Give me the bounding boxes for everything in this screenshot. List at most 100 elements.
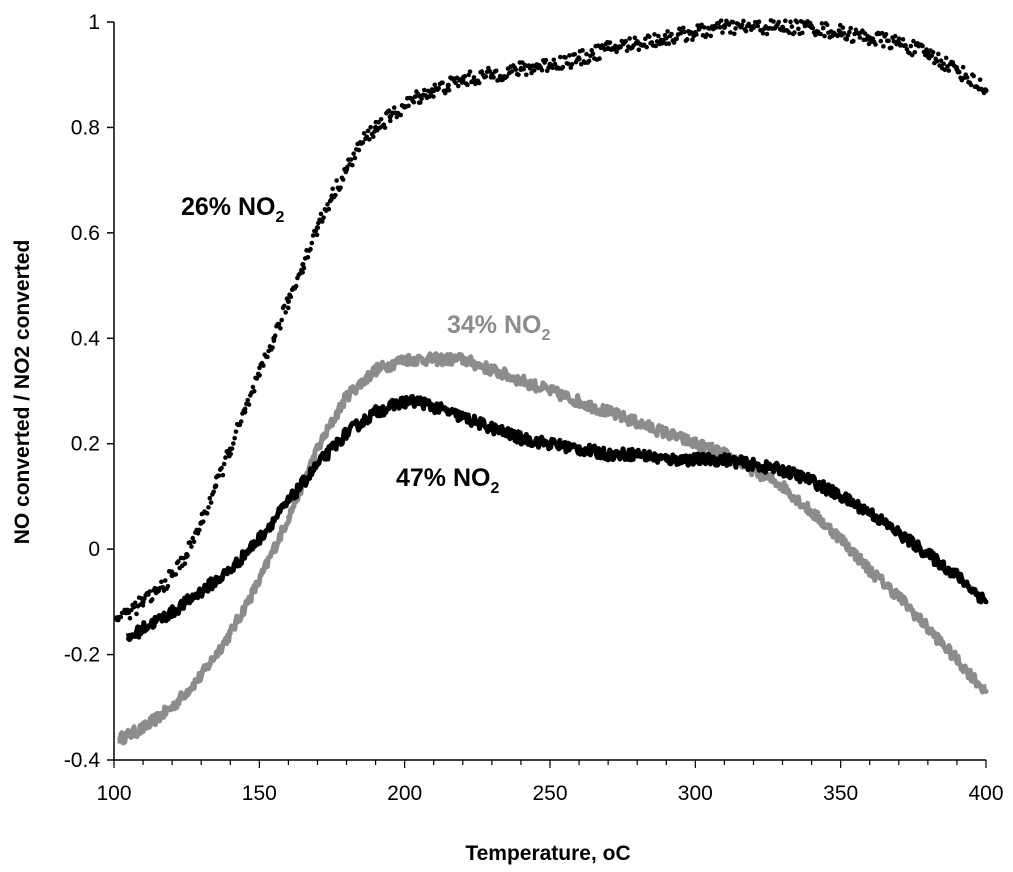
data-dot (813, 32, 818, 38)
data-point (198, 588, 204, 594)
data-point (285, 499, 291, 505)
data-point (634, 451, 640, 457)
plot-area: -0.4 -0.2 0 0.2 0.4 0.6 0.8 1 100 150 200 250 300 35… (64, 11, 1004, 805)
data-point (300, 261, 306, 268)
data-dot (690, 37, 695, 43)
data-dot (159, 579, 164, 585)
data-dot (956, 69, 962, 75)
data-dot (799, 30, 805, 36)
data-point (838, 493, 844, 499)
data-dot (684, 37, 690, 42)
data-dot (694, 32, 699, 37)
data-dot (728, 30, 733, 35)
data-dot (326, 206, 332, 212)
data-point (344, 393, 350, 399)
data-dot (220, 472, 226, 478)
data-dot (491, 75, 496, 80)
data-dot (204, 511, 210, 516)
data-dot (365, 128, 371, 134)
data-point (809, 478, 815, 484)
data-dot (934, 58, 940, 64)
data-dot (597, 56, 602, 61)
data-point (445, 82, 451, 88)
data-dot (912, 49, 918, 55)
series-label-34: 34% NO2 (447, 311, 550, 344)
data-dot (789, 24, 795, 29)
data-dot (431, 94, 436, 99)
data-point (576, 446, 582, 452)
data-dot (250, 384, 256, 390)
x-tick-label: 350 (823, 782, 858, 805)
data-dot (255, 371, 261, 377)
data-dot (378, 116, 384, 122)
data-dot (851, 38, 856, 44)
data-dot (330, 186, 336, 192)
series-2 (126, 393, 989, 643)
data-dot (200, 519, 206, 524)
data-point (896, 594, 902, 600)
data-dot (131, 604, 137, 610)
data-dot (428, 90, 434, 96)
data-dot (824, 22, 830, 28)
data-dot (149, 597, 155, 602)
data-point (780, 483, 786, 489)
data-dot (636, 47, 642, 53)
data-point (547, 441, 553, 447)
data-dot (453, 80, 458, 86)
data-dot (509, 69, 515, 74)
data-dot (340, 177, 346, 182)
data-dot (624, 48, 630, 54)
data-dot (771, 19, 776, 24)
data-point (518, 377, 524, 383)
data-dot (190, 535, 196, 541)
x-axis-ticks: 100 150 200 250 300 350 400 (96, 760, 1004, 805)
data-dot (550, 65, 555, 71)
data-dot (419, 96, 424, 101)
data-dot (421, 87, 427, 93)
data-dot (602, 47, 608, 52)
data-dot (432, 82, 438, 88)
data-dot (270, 345, 275, 350)
data-dot (283, 310, 288, 315)
data-dot (733, 26, 738, 31)
data-dot (892, 33, 898, 39)
data-dot (415, 91, 421, 97)
data-dot (764, 31, 770, 37)
data-dot (788, 19, 793, 25)
data-dot (943, 55, 949, 61)
data-dot (688, 30, 694, 35)
y-tick-label: 0.4 (71, 327, 101, 350)
data-dot (513, 67, 519, 72)
data-dot (964, 75, 970, 80)
data-dot (810, 25, 816, 31)
data-point (416, 399, 422, 405)
data-point (867, 567, 873, 573)
data-dot (632, 35, 638, 41)
data-point (605, 409, 611, 415)
data-point (314, 446, 320, 452)
data-dot (318, 211, 324, 217)
data-dot (487, 68, 492, 74)
data-dot (623, 38, 629, 44)
data-dot (883, 31, 889, 37)
data-point (460, 414, 466, 420)
data-dot (238, 419, 244, 424)
data-dot (429, 87, 435, 92)
data-point (750, 462, 756, 468)
data-dot (334, 178, 339, 183)
data-dot (796, 26, 801, 32)
data-dot (276, 321, 282, 327)
data-point (489, 367, 495, 373)
data-dot (191, 539, 197, 545)
data-dot (881, 44, 886, 49)
data-dot (319, 219, 325, 224)
data-dot (677, 26, 682, 32)
data-dot (187, 540, 193, 545)
data-dot (360, 140, 366, 145)
data-dot (607, 40, 613, 45)
data-point (489, 425, 495, 431)
data-dot (398, 112, 404, 118)
data-dot (674, 36, 680, 41)
data-dot (497, 73, 503, 79)
